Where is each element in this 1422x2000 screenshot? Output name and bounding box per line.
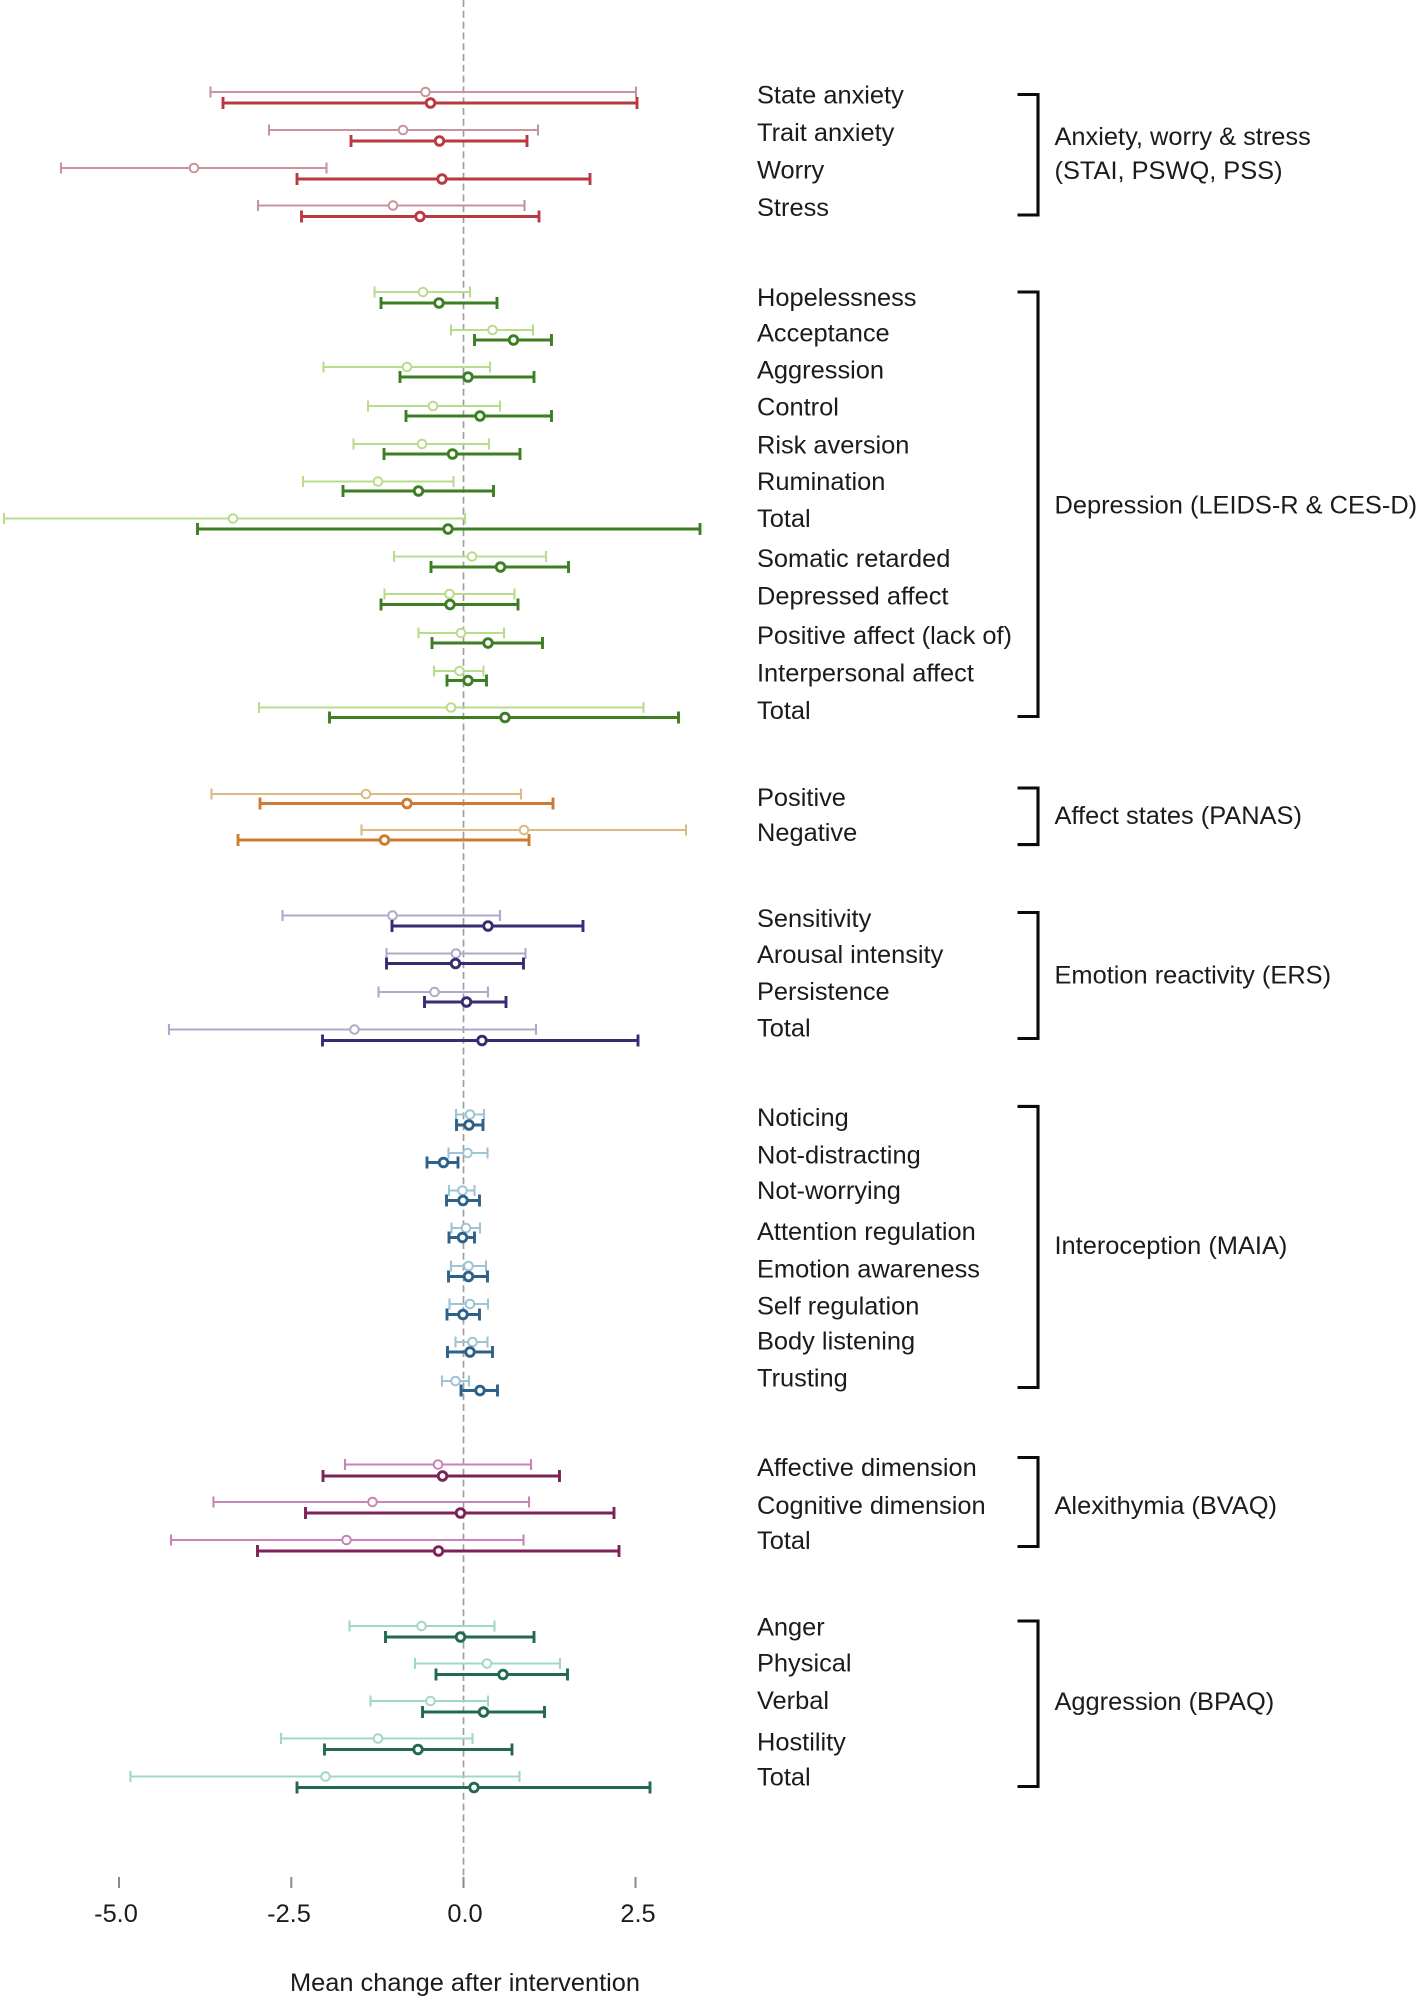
svg-text:Total: Total xyxy=(757,697,811,725)
svg-text:State anxiety: State anxiety xyxy=(757,82,904,110)
svg-text:Anger: Anger xyxy=(757,1614,825,1642)
svg-text:Positive: Positive xyxy=(757,784,846,812)
svg-text:0.0: 0.0 xyxy=(447,1900,482,1928)
svg-text:Emotion reactivity (ERS): Emotion reactivity (ERS) xyxy=(1055,962,1332,990)
svg-text:Worry: Worry xyxy=(757,157,825,185)
svg-text:Total: Total xyxy=(757,1015,811,1043)
svg-text:Risk aversion: Risk aversion xyxy=(757,432,909,460)
svg-text:Physical: Physical xyxy=(757,1650,852,1678)
svg-text:Noticing: Noticing xyxy=(757,1104,849,1132)
svg-text:Negative: Negative xyxy=(757,819,857,847)
svg-text:Total: Total xyxy=(757,1527,811,1555)
svg-text:(STAI, PSWQ, PSS): (STAI, PSWQ, PSS) xyxy=(1055,157,1283,185)
svg-text:Alexithymia (BVAQ): Alexithymia (BVAQ) xyxy=(1055,1492,1277,1520)
svg-text:Persistence: Persistence xyxy=(757,978,890,1006)
svg-text:Aggression (BPAQ): Aggression (BPAQ) xyxy=(1055,1688,1275,1716)
svg-text:Affect states (PANAS): Affect states (PANAS) xyxy=(1055,802,1302,830)
svg-text:Control: Control xyxy=(757,394,839,422)
svg-text:Sensitivity: Sensitivity xyxy=(757,905,872,933)
svg-text:2.5: 2.5 xyxy=(620,1900,655,1928)
svg-text:Trait anxiety: Trait anxiety xyxy=(757,119,895,147)
svg-text:Self regulation: Self regulation xyxy=(757,1292,919,1320)
svg-text:Interoception (MAIA): Interoception (MAIA) xyxy=(1055,1232,1288,1260)
svg-text:Not-distracting: Not-distracting xyxy=(757,1141,921,1169)
svg-text:Body listening: Body listening xyxy=(757,1327,915,1355)
svg-text:Total: Total xyxy=(757,1764,811,1792)
svg-text:Affective dimension: Affective dimension xyxy=(757,1454,977,1482)
svg-text:Acceptance: Acceptance xyxy=(757,320,890,348)
svg-text:Mean change after intervention: Mean change after intervention xyxy=(290,1969,640,1997)
svg-text:-5.0: -5.0 xyxy=(94,1900,138,1928)
svg-text:Positive affect (lack of): Positive affect (lack of) xyxy=(757,622,1012,650)
svg-text:Depression (LEIDS-R & CES-D): Depression (LEIDS-R & CES-D) xyxy=(1055,492,1418,520)
svg-text:Verbal: Verbal xyxy=(757,1687,829,1715)
svg-text:Hostility: Hostility xyxy=(757,1729,846,1757)
svg-text:Aggression: Aggression xyxy=(757,357,884,385)
svg-text:Total: Total xyxy=(757,505,811,533)
svg-text:Attention regulation: Attention regulation xyxy=(757,1218,976,1246)
svg-text:Arousal intensity: Arousal intensity xyxy=(757,941,944,969)
svg-text:Rumination: Rumination xyxy=(757,468,885,496)
svg-text:Cognitive dimension: Cognitive dimension xyxy=(757,1492,986,1520)
svg-text:Stress: Stress xyxy=(757,194,829,222)
svg-text:Not-worrying: Not-worrying xyxy=(757,1177,901,1205)
svg-text:Emotion awareness: Emotion awareness xyxy=(757,1255,980,1283)
svg-text:-2.5: -2.5 xyxy=(267,1900,311,1928)
svg-text:Interpersonal affect: Interpersonal affect xyxy=(757,660,974,688)
svg-text:Trusting: Trusting xyxy=(757,1364,848,1392)
svg-text:Depressed affect: Depressed affect xyxy=(757,583,948,611)
svg-text:Somatic retarded: Somatic retarded xyxy=(757,545,950,573)
svg-text:Anxiety, worry & stress: Anxiety, worry & stress xyxy=(1055,123,1311,151)
svg-text:Hopelessness: Hopelessness xyxy=(757,284,917,312)
